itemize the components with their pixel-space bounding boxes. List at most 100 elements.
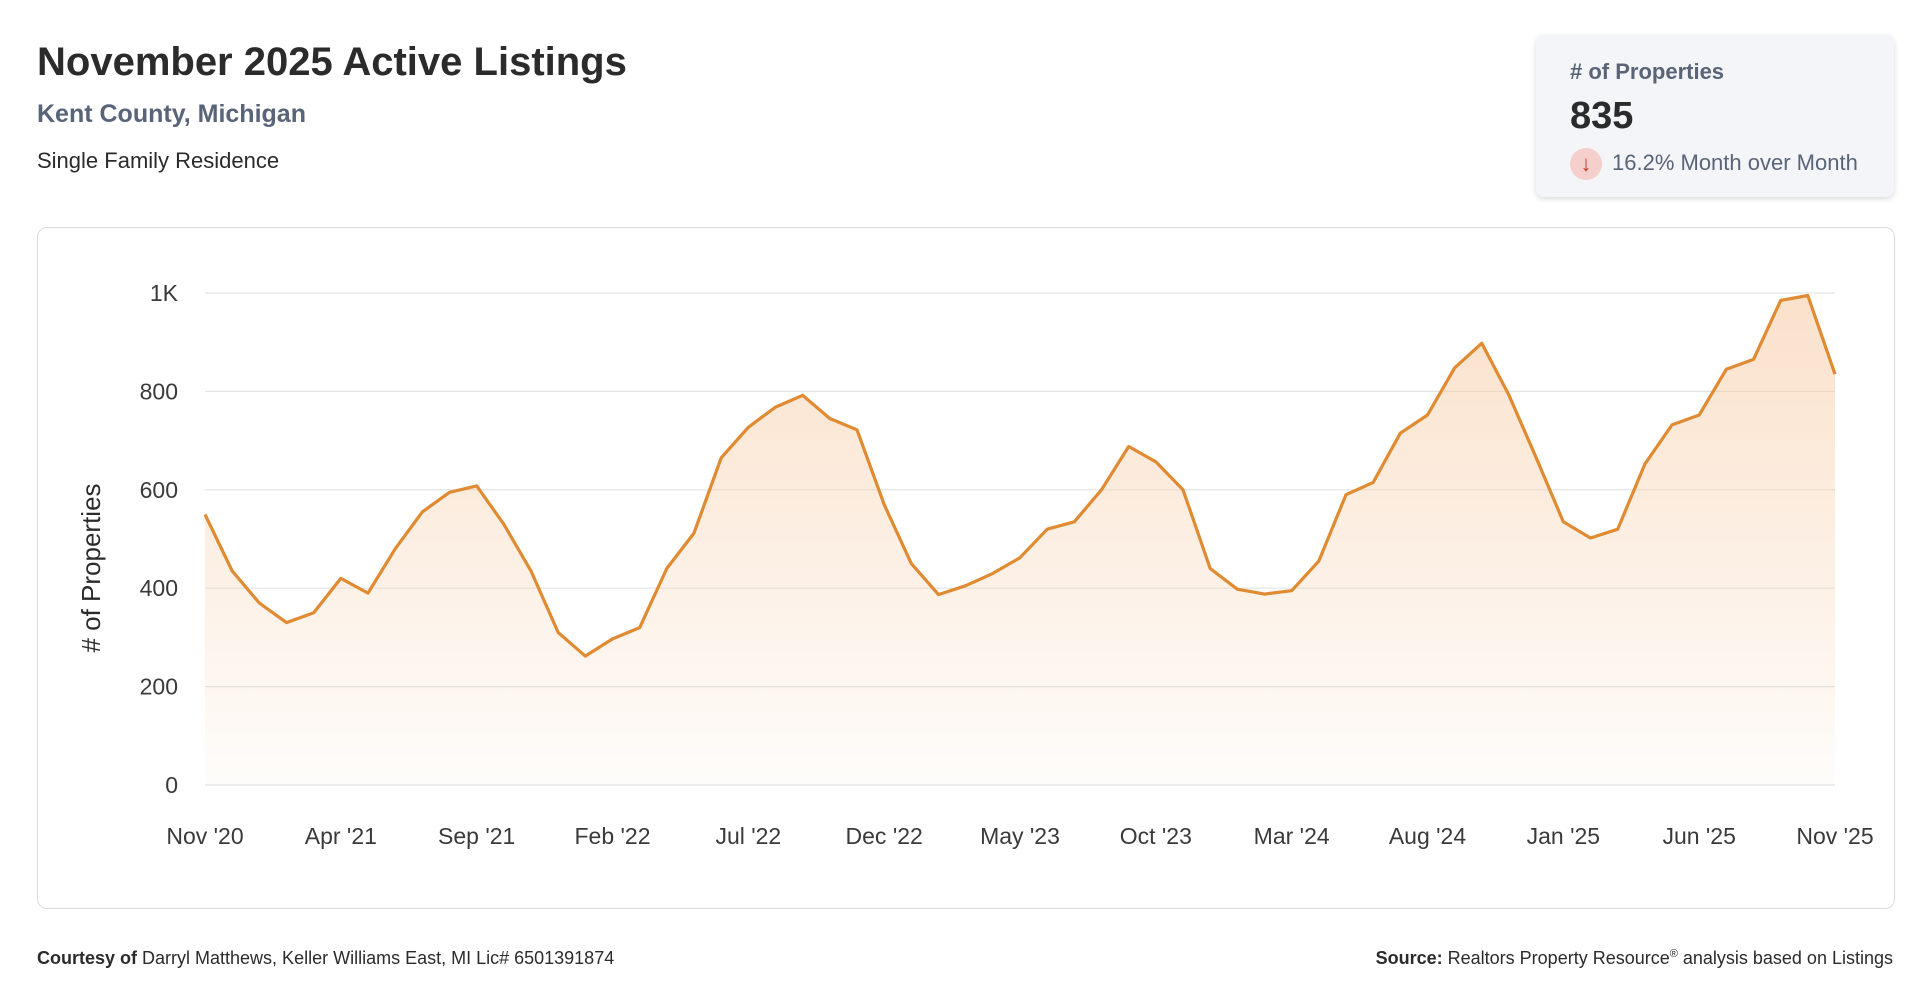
data-point[interactable] [1557,516,1569,528]
y-tick-label: 0 [165,772,178,798]
data-point[interactable] [1096,484,1108,496]
data-point[interactable] [1829,368,1841,380]
data-point[interactable] [471,480,483,492]
y-tick-label: 600 [140,477,178,503]
data-point[interactable] [1693,409,1705,421]
data-point[interactable] [742,421,754,433]
series-line [203,293,1837,658]
data-point[interactable] [1422,409,1434,421]
data-point[interactable] [1340,489,1352,501]
source-label: Source: [1375,948,1443,968]
data-point[interactable] [878,499,890,511]
data-point[interactable] [1612,523,1624,535]
data-point[interactable] [607,633,619,645]
data-point[interactable] [661,563,673,575]
y-tick-label: 400 [140,575,178,601]
x-tick-label: Aug '24 [1389,823,1466,849]
data-point[interactable] [1041,523,1053,535]
data-point[interactable] [851,424,863,436]
data-point[interactable] [1014,552,1026,564]
data-point[interactable] [688,527,700,539]
data-point[interactable] [1639,458,1651,470]
data-point[interactable] [1449,362,1461,374]
y-axis-title: # of Properties [76,483,106,652]
data-point[interactable] [199,508,211,520]
series-area [205,295,1835,785]
data-point[interactable] [1775,294,1787,306]
courtesy-label: Courtesy of [37,948,138,968]
x-tick-label: Feb '22 [575,823,651,849]
data-point[interactable] [1720,363,1732,375]
stat-label: # of Properties [1570,59,1725,84]
x-tick-label: Mar '24 [1254,823,1330,849]
data-point[interactable] [634,622,646,634]
data-point[interactable] [1231,583,1243,595]
data-point[interactable] [444,486,456,498]
data-point[interactable] [824,412,836,424]
data-point[interactable] [1666,419,1678,431]
data-point[interactable] [1748,353,1760,365]
data-point[interactable] [987,567,999,579]
registered-mark: ® [1669,948,1678,960]
x-tick-label: Dec '22 [846,823,923,849]
data-point[interactable] [1476,337,1488,349]
data-point[interactable] [525,565,537,577]
data-point[interactable] [498,518,510,530]
property-type-label: Single Family Residence [37,148,280,173]
courtesy-text: Darryl Matthews, Keller Williams East, M… [142,948,615,968]
data-point[interactable] [579,650,591,662]
data-point[interactable] [416,506,428,518]
data-point[interactable] [1204,563,1216,575]
courtesy-note: Courtesy of Darryl Matthews, Keller Will… [37,948,614,969]
source-text: Realtors Property Resource [1447,948,1670,968]
data-point[interactable] [308,607,320,619]
source-note: Source: Realtors Property Resource® anal… [1376,948,1893,969]
x-tick-label: Jul '22 [715,823,781,849]
data-point[interactable] [1259,588,1271,600]
data-point[interactable] [797,389,809,401]
data-point[interactable] [1313,555,1325,567]
data-point[interactable] [1530,452,1542,464]
data-point[interactable] [1177,484,1189,496]
data-point[interactable] [281,617,293,629]
data-point[interactable] [1068,516,1080,528]
page-title: November 2025 Active Listings [37,40,627,84]
data-point[interactable] [1503,389,1515,401]
data-point[interactable] [715,452,727,464]
data-point[interactable] [933,589,945,601]
x-tick-label: Jun '25 [1662,823,1735,849]
x-tick-label: Nov '20 [166,823,243,849]
x-tick-label: May '23 [980,823,1060,849]
x-tick-label: Nov '25 [1796,823,1873,849]
data-point[interactable] [960,580,972,592]
data-point[interactable] [1286,585,1298,597]
data-point[interactable] [1150,456,1162,468]
active-listings-chart: 0 200 400 600 800 1K Nov '20 Apr '21 Sep '21 Feb… [76,280,1874,849]
data-point[interactable] [389,543,401,555]
y-tick-label: 1K [150,280,179,306]
data-point[interactable] [905,558,917,570]
x-tick-label: Oct '23 [1120,823,1192,849]
x-tick-label: Jan '25 [1527,823,1600,849]
chart-panel: 0 200 400 600 800 1K Nov '20 Apr '21 Sep '21 Feb… [37,227,1895,909]
y-tick-label: 800 [140,378,178,404]
data-point[interactable] [226,565,238,577]
source-text-after: analysis based on Listings [1682,948,1893,968]
data-point[interactable] [1802,289,1814,301]
data-point[interactable] [1585,532,1597,544]
data-point[interactable] [552,626,564,638]
data-point[interactable] [1123,441,1135,453]
data-point[interactable] [770,401,782,413]
change-text: 16.2% Month over Month [1612,150,1858,175]
data-point[interactable] [362,587,374,599]
data-point[interactable] [253,597,265,609]
arrow-down-icon: ↓ [1570,148,1602,180]
x-tick-label: Apr '21 [305,823,377,849]
data-point[interactable] [335,572,347,584]
stat-value: 835 [1570,95,1634,137]
data-point[interactable] [1367,476,1379,488]
location-subtitle: Kent County, Michigan [37,100,306,128]
y-tick-label: 200 [140,674,178,700]
properties-stat-card: # of Properties 835 ↓ 16.2% Month over M… [1536,35,1894,197]
data-point[interactable] [1394,427,1406,439]
